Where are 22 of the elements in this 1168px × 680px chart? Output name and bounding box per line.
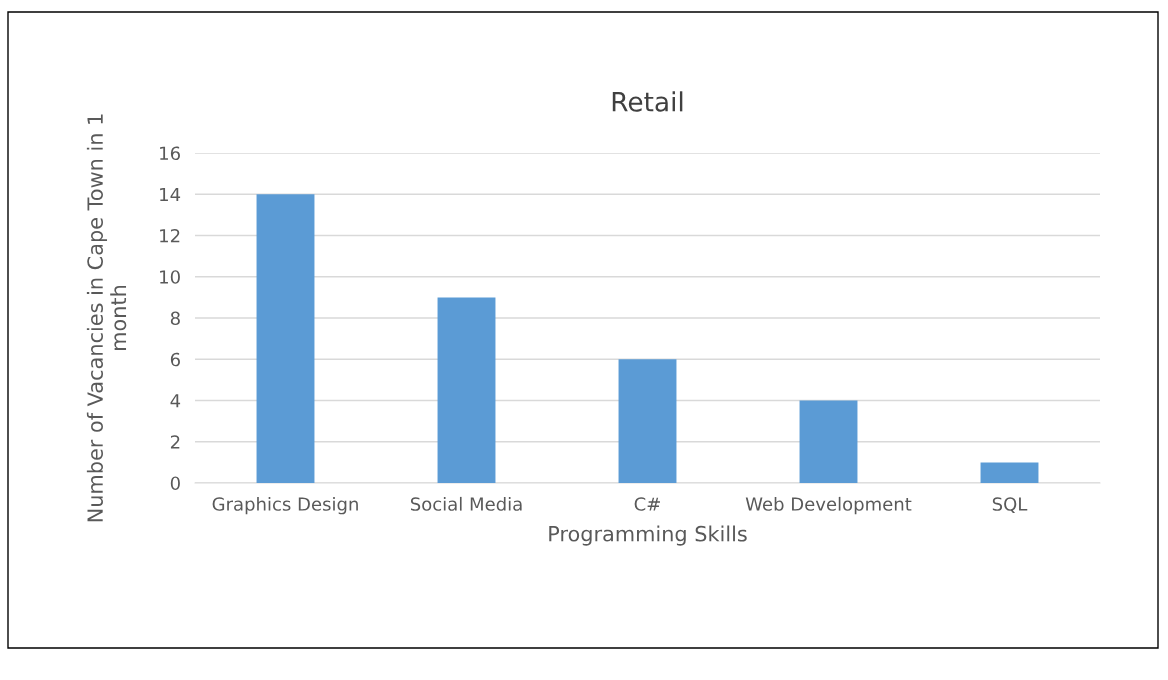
y-tick-label: 14 [160, 187, 181, 202]
x-tick-label: Web Development [745, 496, 912, 515]
y-tick-label: 4 [170, 394, 181, 408]
y-tick-label: 16 [160, 146, 180, 161]
y-tick-label: 12 [160, 228, 180, 243]
y-tick-label: 8 [170, 311, 180, 326]
bar [256, 194, 315, 483]
y-tick-label: 10 [160, 270, 180, 284]
y-tick-label: 2 [170, 435, 180, 449]
bar [980, 462, 1039, 483]
x-axis-title: Programming Skills [549, 525, 747, 546]
bar [437, 297, 496, 483]
x-tick-label: SQL [992, 497, 1028, 513]
y-tick-label: 6 [170, 352, 180, 367]
x-tick-label: C# [634, 497, 660, 511]
x-tick-label: Social Media [410, 496, 522, 511]
chart-title: Retail [612, 91, 683, 112]
bar [799, 400, 858, 483]
y-axis-title: Number of Vacancies in Cape Town in 1 month [86, 114, 127, 522]
bar [618, 359, 677, 483]
y-tick-label: 0 [170, 476, 180, 491]
x-tick-label: Graphics Design [212, 496, 358, 515]
